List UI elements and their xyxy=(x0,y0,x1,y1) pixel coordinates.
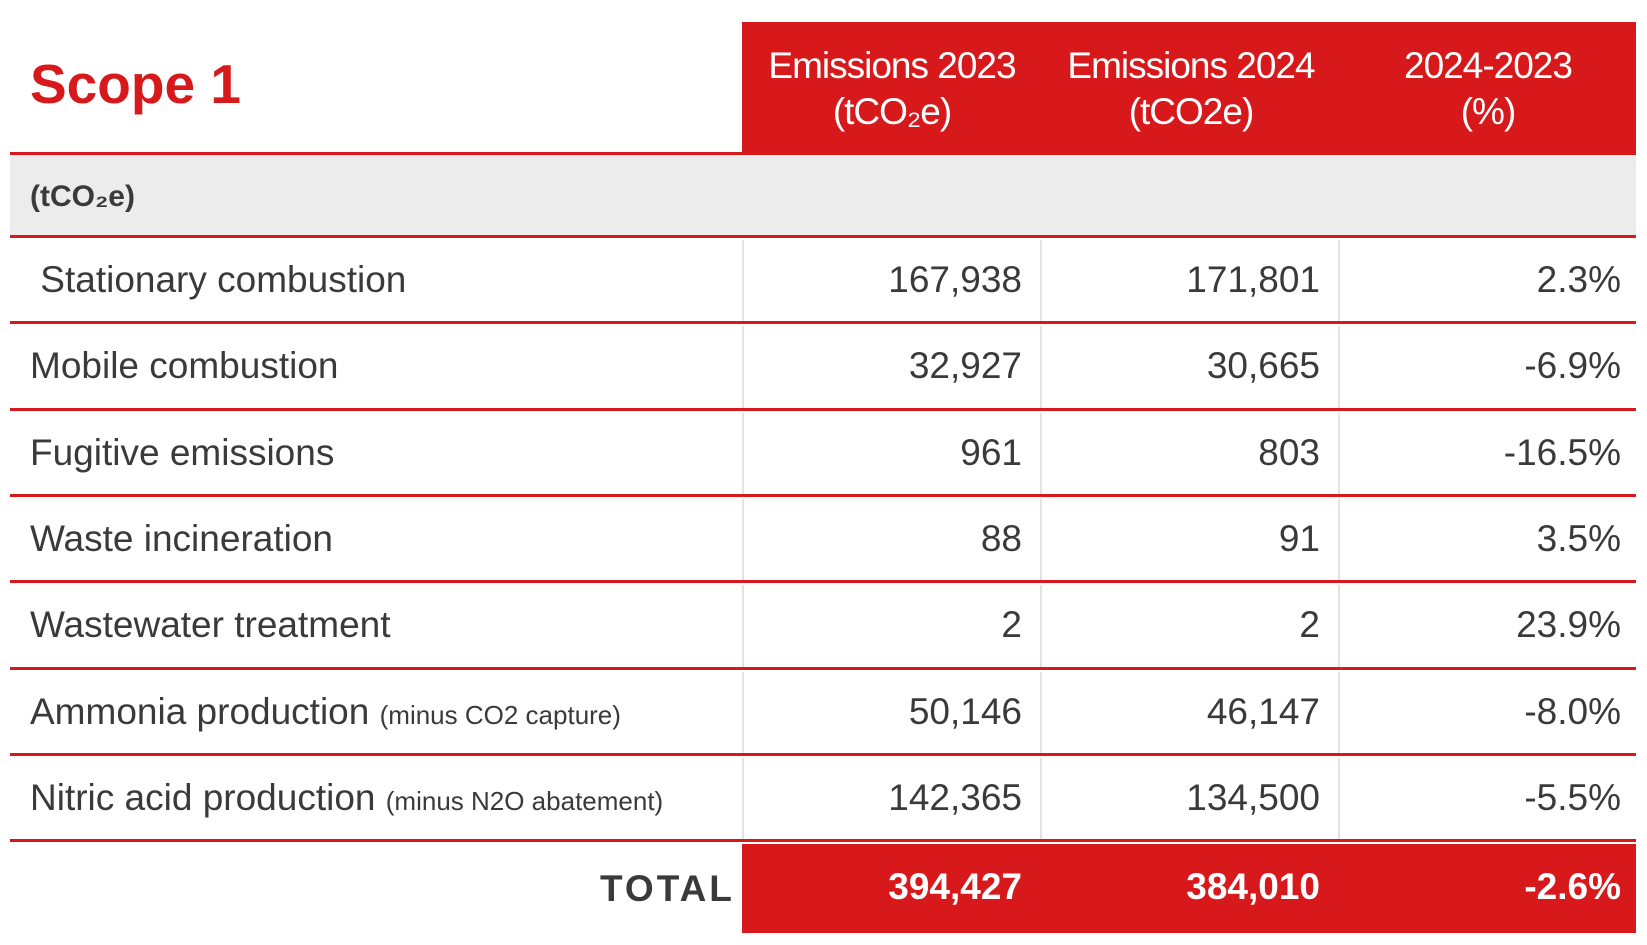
col-header-change-line1: 2024-2023 xyxy=(1404,44,1573,86)
cell-2024: 30,665 xyxy=(1206,345,1320,387)
column-divider xyxy=(1338,671,1340,755)
col-header-change: 2024-2023 (%) xyxy=(1340,22,1636,155)
column-divider xyxy=(742,240,744,324)
total-2023: 394,427 xyxy=(888,866,1022,907)
title-rule xyxy=(10,152,742,155)
column-divider xyxy=(1040,326,1042,410)
cell-change: -6.9% xyxy=(1524,345,1621,387)
row-label: Fugitive emissions xyxy=(30,432,334,474)
cell-2023: 32,927 xyxy=(908,345,1022,387)
row-divider xyxy=(10,321,1636,325)
row-label: Wastewater treatment xyxy=(30,604,391,646)
column-divider xyxy=(742,326,744,410)
col-header-2024-line1: Emissions 2024 xyxy=(1067,44,1315,86)
column-divider xyxy=(1338,498,1340,583)
row-label-text: Stationary combustion xyxy=(30,259,407,300)
cell-2023: 2 xyxy=(1001,604,1022,646)
row-label-text: Ammonia production xyxy=(30,690,370,732)
column-divider xyxy=(742,585,744,669)
unit-label: (tCO₂e) xyxy=(30,180,135,213)
column-divider xyxy=(1040,757,1042,842)
cell-2024: 803 xyxy=(1258,431,1320,473)
total-change: -2.6% xyxy=(1524,866,1621,907)
column-divider xyxy=(1040,585,1042,669)
column-divider xyxy=(1040,412,1042,496)
row-label: Waste incineration xyxy=(30,518,333,560)
row-divider xyxy=(10,666,1636,670)
row-label: Nitric acid production (minus N2O abatem… xyxy=(30,777,663,819)
row-label-note: (minus CO2 capture) xyxy=(379,699,621,730)
row-label-text: Waste incineration xyxy=(30,517,333,559)
cell-change: -8.0% xyxy=(1524,690,1621,732)
column-divider xyxy=(1338,326,1340,410)
row-divider xyxy=(10,407,1636,411)
total-label: TOTAL xyxy=(600,868,735,909)
cell-2023: 50,146 xyxy=(908,690,1022,732)
total-2024: 384,010 xyxy=(1186,866,1320,907)
column-divider xyxy=(742,412,744,496)
row-label-text: Fugitive emissions xyxy=(30,431,335,473)
column-divider xyxy=(742,498,744,583)
header-band xyxy=(742,22,1636,155)
col-header-2023-line1: Emissions 2023 xyxy=(768,44,1016,86)
column-divider xyxy=(1040,240,1042,324)
column-divider xyxy=(1338,240,1340,324)
col-header-2024: Emissions 2024 (tCO2e) xyxy=(1042,22,1340,155)
column-divider xyxy=(1040,671,1042,755)
row-label-text: Wastewater treatment xyxy=(30,604,391,646)
cell-2023: 167,938 xyxy=(888,259,1022,300)
column-divider xyxy=(1040,498,1042,583)
row-label-note: (minus N2O abatement) xyxy=(385,785,664,816)
row-divider xyxy=(10,493,1636,497)
row-divider xyxy=(10,839,1636,843)
row-label: Ammonia production (minus CO2 capture) xyxy=(30,691,621,733)
page-title: Scope 1 xyxy=(30,53,241,115)
total-band xyxy=(742,844,1636,933)
cell-2023: 961 xyxy=(960,431,1022,473)
col-header-change-line2: (%) xyxy=(1460,90,1517,132)
col-header-2023: Emissions 2023 (tCO₂e) xyxy=(742,22,1042,155)
row-divider xyxy=(10,580,1636,584)
row-label: Stationary combustion xyxy=(30,259,406,301)
col-header-2024-line2: (tCO2e) xyxy=(1128,90,1255,132)
column-divider xyxy=(742,671,744,755)
column-divider xyxy=(1338,757,1340,842)
col-header-2023-line2: (tCO₂e) xyxy=(832,90,952,132)
cell-2023: 88 xyxy=(980,517,1022,559)
column-divider xyxy=(1338,585,1340,669)
cell-2024: 171,801 xyxy=(1186,259,1320,300)
cell-2024: 2 xyxy=(1299,604,1320,646)
row-label-text: Mobile combustion xyxy=(30,345,339,387)
cell-2024: 91 xyxy=(1278,517,1320,559)
cell-2024: 134,500 xyxy=(1186,776,1320,818)
cell-change: -5.5% xyxy=(1524,776,1621,818)
column-divider xyxy=(1338,412,1340,496)
row-divider xyxy=(10,235,1636,238)
cell-change: 23.9% xyxy=(1516,604,1621,646)
cell-2024: 46,147 xyxy=(1206,690,1320,732)
row-divider xyxy=(10,752,1636,756)
cell-change: 3.5% xyxy=(1536,517,1621,559)
unit-row xyxy=(10,155,1636,237)
row-label-text: Nitric acid production xyxy=(30,776,376,818)
column-divider xyxy=(742,757,744,842)
cell-change: 2.3% xyxy=(1536,259,1621,300)
cell-2023: 142,365 xyxy=(888,776,1022,818)
row-label: Mobile combustion xyxy=(30,345,338,387)
cell-change: -16.5% xyxy=(1503,431,1621,473)
